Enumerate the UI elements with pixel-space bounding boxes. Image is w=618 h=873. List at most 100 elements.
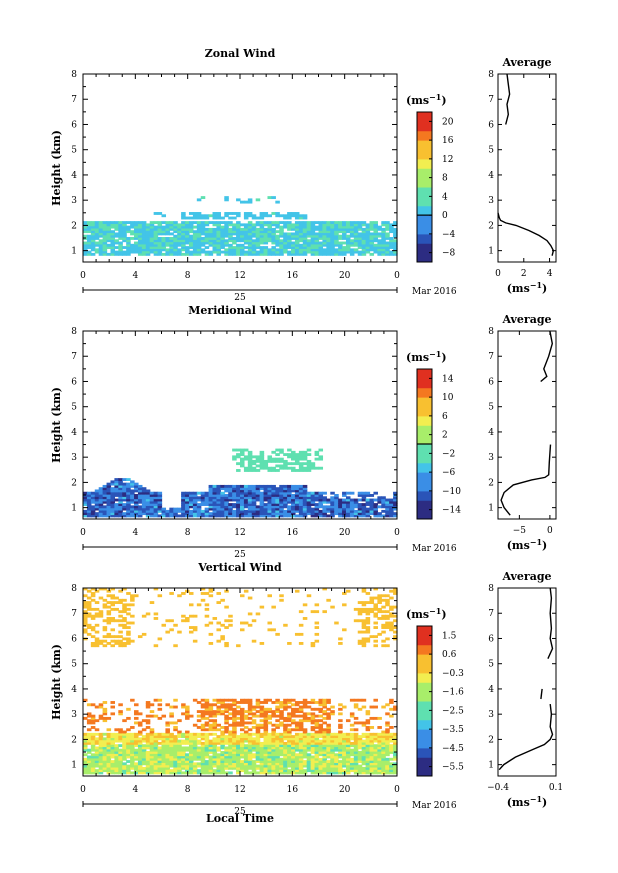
heatmap-cell	[212, 737, 218, 741]
heatmap-cell	[294, 737, 300, 741]
heatmap-cell	[216, 225, 221, 229]
heatmap-cell	[224, 498, 229, 502]
heatmap-cell	[228, 755, 233, 759]
heatmap-cell	[102, 762, 108, 766]
heatmap-cell	[134, 512, 139, 516]
heatmap-cell	[200, 766, 206, 770]
heatmap-cell	[302, 491, 308, 495]
heatmap-cell	[353, 514, 359, 518]
heatmap-cell	[247, 746, 253, 750]
heatmap-cell	[275, 512, 280, 516]
heatmap-cell	[322, 760, 327, 763]
heatmap-cell	[314, 603, 320, 607]
heatmap-cell	[263, 760, 269, 763]
heatmap-cell	[220, 512, 225, 516]
heatmap-cell	[220, 598, 225, 602]
heatmap-cell	[153, 751, 159, 754]
heatmap-cell	[110, 252, 115, 256]
heatmap-cell	[267, 227, 272, 231]
heatmap-cell	[287, 227, 292, 231]
heatmap-cell	[216, 701, 221, 704]
heatmap-cell	[377, 498, 382, 502]
heatmap-cell	[232, 512, 237, 516]
heatmap-cell	[86, 732, 92, 736]
heatmap-cell	[330, 605, 335, 609]
heatmap-cell	[141, 505, 147, 509]
heatmap-cell	[153, 764, 159, 768]
heatmap-cell	[259, 214, 265, 218]
heatmap-cell	[302, 234, 308, 238]
heatmap-cell	[345, 748, 351, 752]
xtick-label: 0	[394, 528, 400, 538]
heatmap-cell	[106, 512, 112, 516]
heatmap-cell	[83, 594, 88, 598]
heatmap-cell	[204, 512, 210, 516]
heatmap-cell	[271, 755, 276, 759]
heatmap-cell	[365, 753, 371, 757]
heatmap-cell	[192, 503, 198, 506]
heatmap-cell	[243, 448, 249, 452]
heatmap-cell	[267, 230, 272, 234]
heatmap-cell	[188, 223, 194, 227]
heatmap-cell	[145, 739, 151, 743]
heatmap-cell	[263, 732, 269, 736]
heatmap-cell	[357, 760, 363, 763]
heatmap-cell	[232, 714, 237, 718]
heatmap-cell	[302, 230, 308, 234]
heatmap-cell	[149, 232, 155, 236]
heatmap-cell	[106, 514, 112, 518]
heatmap-cell	[83, 748, 88, 752]
heatmap-cell	[83, 630, 88, 634]
heatmap-cell	[200, 512, 206, 516]
heatmap-cell	[114, 482, 119, 486]
heatmap-cell	[275, 464, 280, 468]
heatmap-cell	[94, 223, 100, 227]
heatmap-cell	[342, 592, 347, 595]
heatmap-cell	[90, 726, 96, 729]
heatmap-cell	[153, 617, 159, 620]
heatmap-cell	[185, 755, 190, 759]
heatmap-cell	[330, 760, 335, 763]
heatmap-cell	[122, 487, 127, 491]
heatmap-cell	[275, 225, 280, 229]
heatmap-cell	[353, 771, 359, 775]
heatmap-cell	[326, 252, 331, 256]
heatmap-cell	[98, 507, 104, 511]
heatmap-cell	[302, 489, 308, 493]
heatmap-cell	[306, 453, 312, 457]
heatmap-cell	[220, 769, 225, 773]
heatmap-cell	[86, 500, 92, 504]
heatmap-cell	[86, 719, 92, 723]
heatmap-cell	[181, 237, 186, 240]
heatmap-cell	[228, 246, 233, 249]
heatmap-cell	[110, 764, 115, 768]
heatmap-cell	[393, 232, 398, 236]
heatmap-cell	[243, 701, 249, 704]
heatmap-cell	[275, 487, 280, 491]
heatmap-cell	[130, 757, 135, 761]
heatmap-cell	[83, 619, 88, 623]
heatmap-cell	[165, 703, 170, 707]
heatmap-cell	[243, 589, 249, 593]
heatmap-cell	[381, 614, 386, 618]
heatmap-cell	[389, 241, 394, 245]
heatmap-cell	[318, 744, 324, 748]
heatmap-cell	[228, 484, 233, 488]
heatmap-cell	[271, 751, 276, 754]
heatmap-cell	[208, 755, 214, 759]
heatmap-cell	[353, 225, 359, 229]
heatmap-cell	[353, 748, 359, 752]
heatmap-cell	[283, 766, 288, 770]
heatmap-cell	[204, 744, 210, 748]
heatmap-cell	[243, 753, 249, 757]
heatmap-cell	[130, 760, 135, 763]
colorbar-segment	[417, 481, 432, 492]
heatmap-cell	[185, 509, 190, 513]
heatmap-cell	[373, 705, 378, 709]
heatmap-cell	[114, 762, 119, 766]
heatmap-cell	[251, 744, 257, 748]
heatmap-cell	[157, 703, 163, 707]
heatmap-cell	[110, 241, 115, 245]
heatmap-cell	[377, 762, 382, 766]
heatmap-cell	[310, 714, 316, 718]
